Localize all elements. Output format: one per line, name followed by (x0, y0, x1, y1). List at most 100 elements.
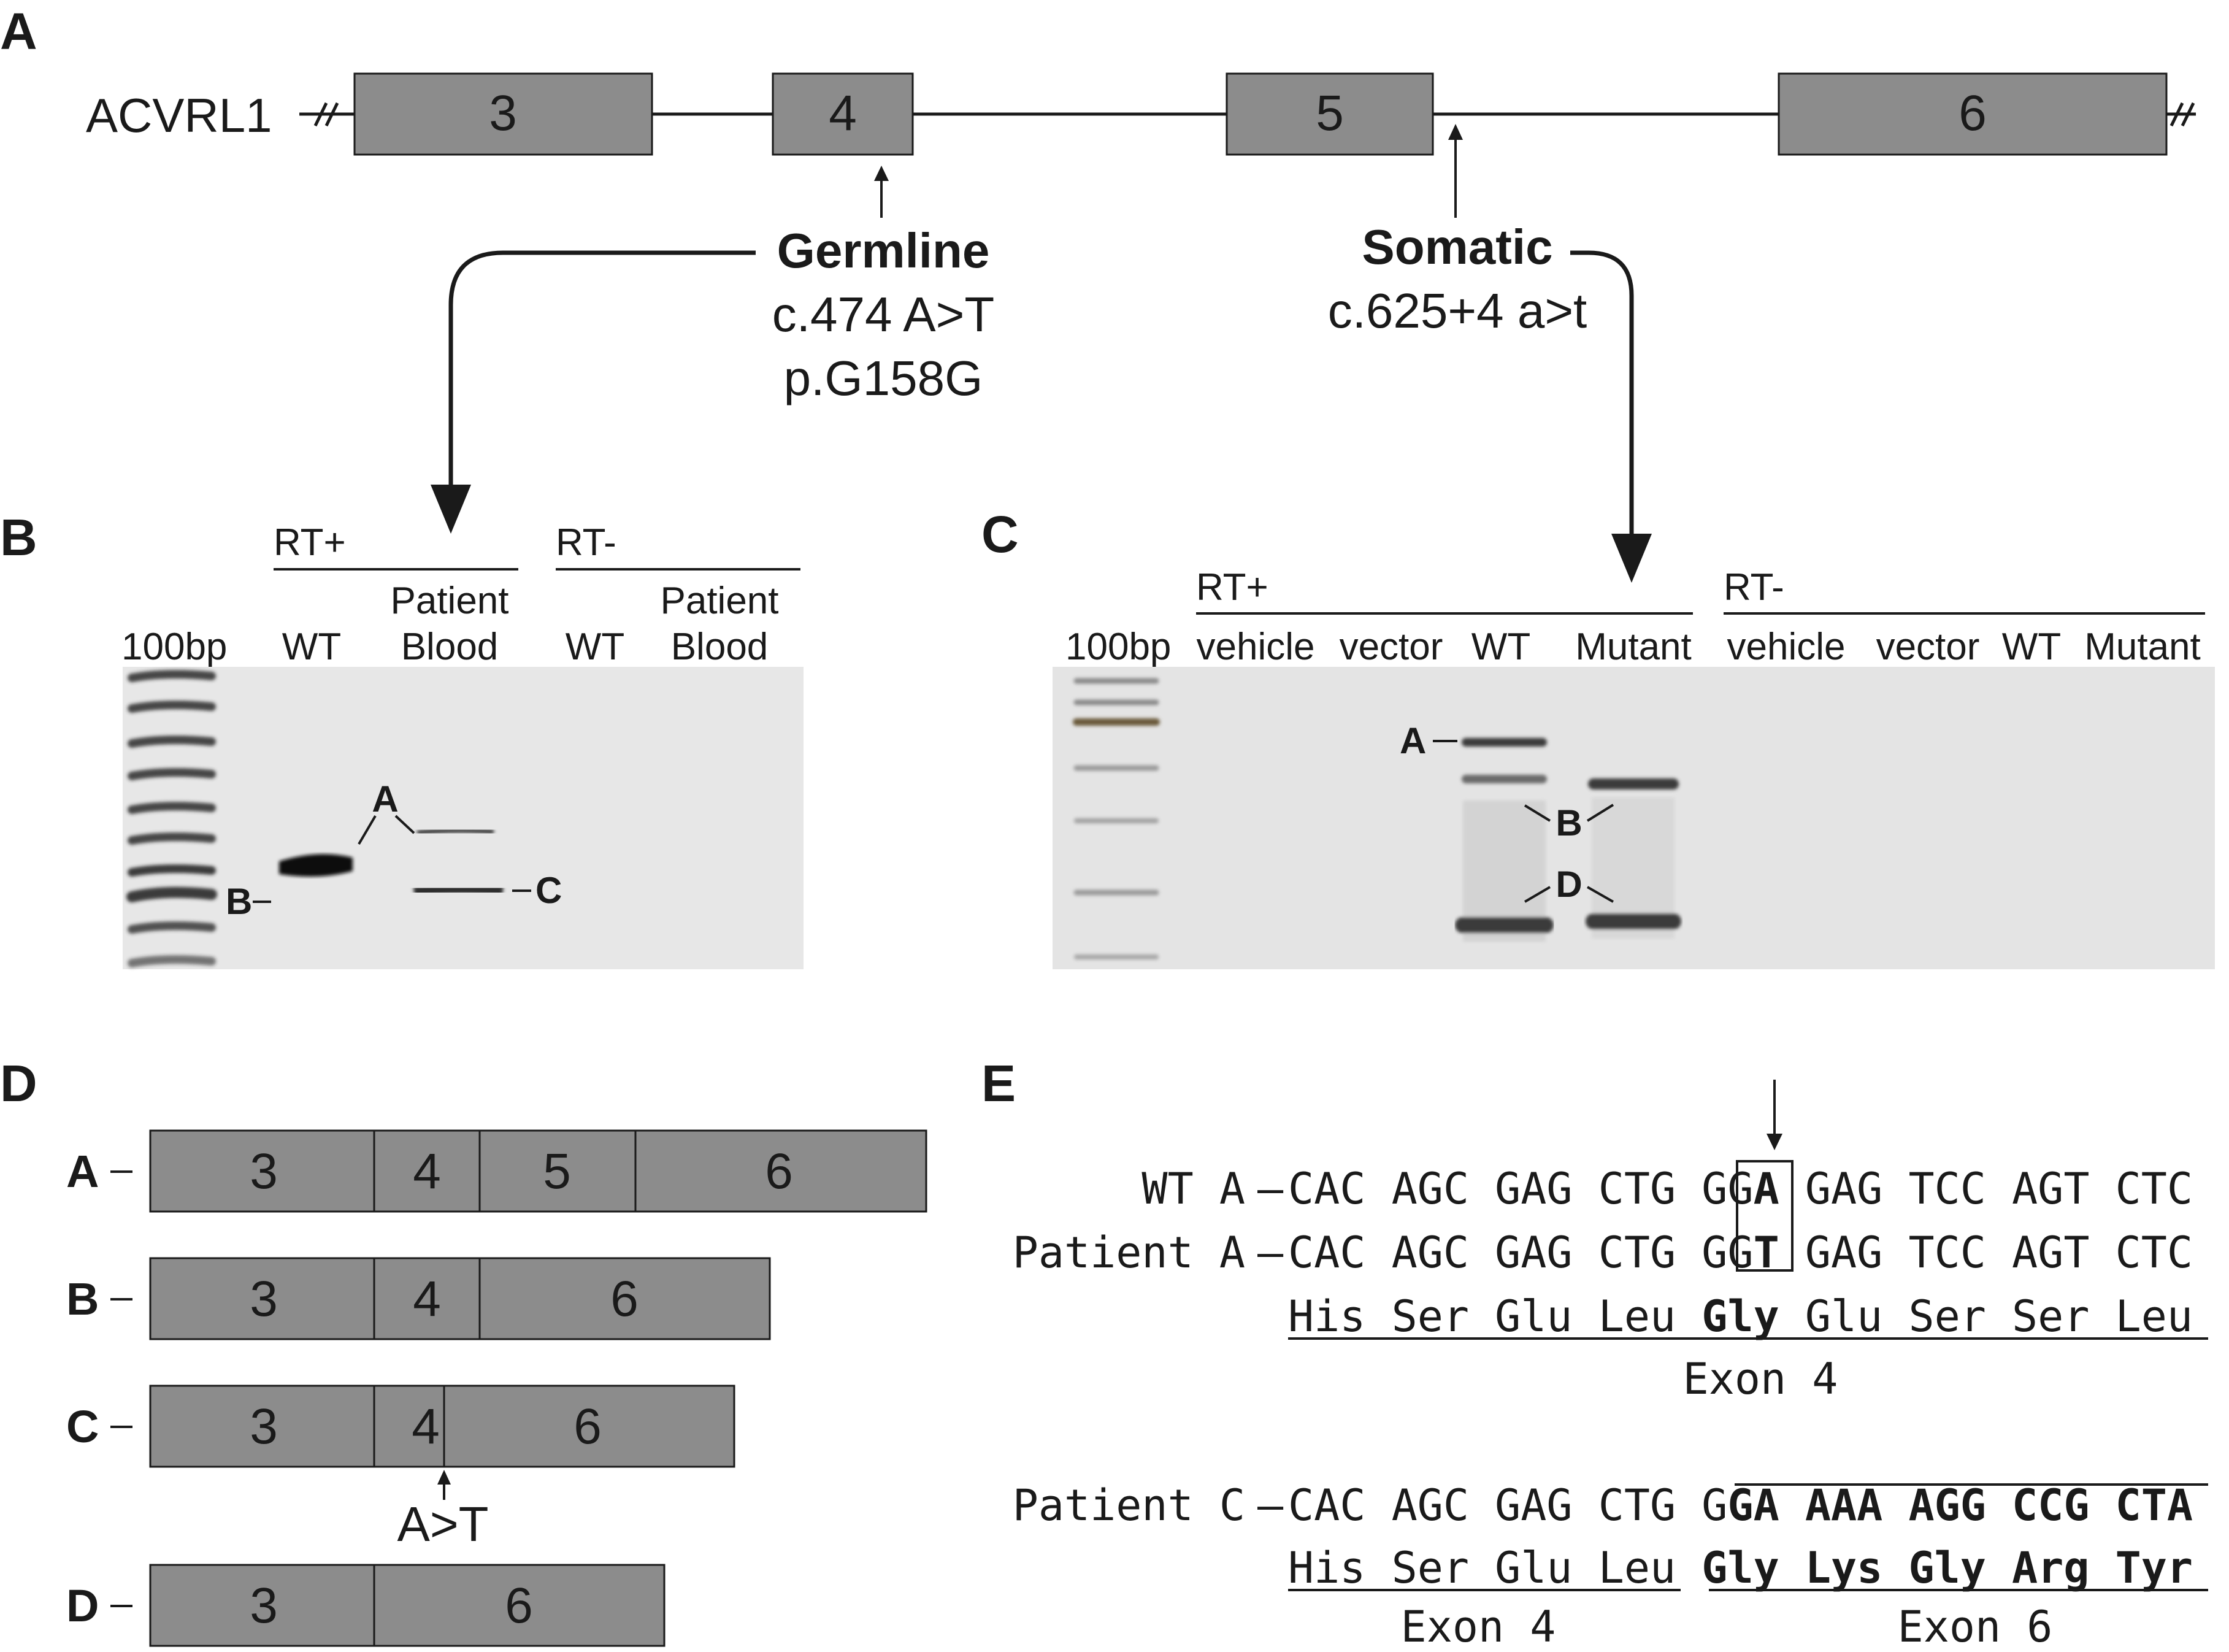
seq-patient-a-tail: GAG TCC AGT CTC (1779, 1227, 2193, 1278)
b-ladder-label: 100bp (121, 626, 227, 668)
aa-c: His Ser Glu Leu Gly Lys Gly Arg Tyr (1288, 1543, 2208, 1593)
aa-a-bold: Gly (1701, 1291, 1779, 1342)
c-band-label-d: D (1556, 864, 1582, 905)
seq-patient-c-name: Patient C (1013, 1480, 1245, 1531)
seq-patient-c: Patient C – CAC AGC GAG CTG GGA AAA AGG … (1013, 1480, 2208, 1531)
seq-patient-a: Patient A – CAC AGC GAG CTG GGT GAG TCC … (1013, 1227, 2193, 1278)
c-lane-3: WT (1471, 626, 1530, 668)
exon-4-label: 4 (829, 85, 857, 141)
panel-b-letter: B (0, 509, 37, 566)
panel-d-letter: D (0, 1055, 37, 1112)
panel-c: C RT+ RT- 100bp vehicle vector WT Mutant… (981, 505, 2215, 969)
aa-c-text: His Ser Glu Leu Gly Lys Gly Arg Tyr (1288, 1543, 2193, 1593)
panel-e: E WT A – CAC AGC GAG CTG GGA GAG TCC AGT… (981, 1055, 2208, 1652)
somatic-cdna: c.625+4 a>t (1328, 283, 1587, 338)
b-band-label-c: C (535, 870, 562, 911)
b-lane-2-line2: Blood (401, 626, 499, 668)
c-lane-6: vector (1876, 626, 1980, 668)
b-lane-3-line2: WT (566, 626, 624, 668)
c-lane-5: vehicle (1727, 626, 1846, 668)
seq-patient-a-name: Patient A (1013, 1227, 1245, 1278)
c-lane-4: Mutant (1575, 626, 1692, 668)
seq-patient-c-text: CAC AGC GAG CTG GGA AAA AGG CCG CTA (1288, 1480, 2193, 1531)
seq-patient-c-plain: CAC AGC GAG CTG G (1288, 1480, 1727, 1531)
seq-patient-c-bold: GA AAA AGG CCG CTA (1727, 1480, 2193, 1531)
c-mutant-bands (1586, 778, 1681, 939)
transcript-c-exon-6: 6 (574, 1399, 602, 1454)
mutation-arrow (437, 1470, 451, 1500)
exon-5-label: 5 (1316, 85, 1344, 141)
transcript-b-exon-4: 4 (413, 1271, 441, 1327)
transcript-b-label: B (66, 1274, 99, 1324)
seq-wt-a-boxed: A (1754, 1164, 1779, 1214)
c-ladder-label: 100bp (1065, 626, 1171, 668)
germline-title: Germline (777, 223, 990, 278)
c-lane-7: WT (2002, 626, 2061, 668)
seq-wt-a: WT A – CAC AGC GAG CTG GGA GAG TCC AGT C… (1141, 1164, 2193, 1214)
b-lane-1-line2: WT (282, 626, 341, 668)
b-band-label-a: A (372, 778, 398, 820)
b-band-patient-a (416, 827, 494, 836)
transcript-a-exon-4: 4 (413, 1143, 441, 1199)
transcript-c-exon-4: 4 (412, 1399, 440, 1454)
transcript-d: D 3 6 (66, 1564, 666, 1647)
exon-box-5: 5 (1226, 72, 1434, 156)
c-band-label-b: B (1556, 802, 1582, 843)
panel-a: A ACVRL1 3 4 5 6 (0, 2, 2196, 583)
c-ladder-bands (1073, 678, 1160, 959)
panel-c-letter: C (981, 505, 1019, 563)
aa-a-pre: His Ser Glu Leu (1288, 1291, 1701, 1342)
exon-a-label: Exon 4 (1683, 1354, 1838, 1404)
aa-a-text: His Ser Glu Leu Gly Glu Ser Ser Leu (1288, 1291, 2193, 1342)
seq-wt-a-text: CAC AGC GAG CTG GGA GAG TCC AGT CTC (1288, 1164, 2193, 1214)
transcript-d-exon-6: 6 (505, 1578, 533, 1634)
germline-site-arrow (874, 166, 889, 218)
transcript-b: B 3 4 6 (66, 1257, 771, 1340)
exon-3-label: 3 (489, 85, 517, 141)
panel-d: D A 3 4 5 6 B 3 4 6 C (0, 1055, 927, 1647)
b-lane-4-line2: Blood (671, 626, 769, 668)
mutation-label: A>T (397, 1497, 489, 1551)
exon-c1-label: Exon 4 (1401, 1602, 1556, 1652)
germline-protein: p.G158G (784, 351, 983, 405)
b-rt-plus: RT+ (274, 521, 346, 564)
seq-wt-a-plain: CAC AGC GAG CTG GG (1288, 1164, 1754, 1214)
aa-a-post: Glu Ser Ser Leu (1779, 1291, 2193, 1342)
transcript-b-exon-6: 6 (610, 1271, 639, 1327)
gel-image-c: A B D (1053, 667, 2215, 969)
c-band-label-a: A (1400, 720, 1426, 761)
transcript-b-exon-3: 3 (250, 1271, 278, 1327)
gene-label: ACVRL1 (86, 88, 272, 142)
transcript-a-label: A (66, 1146, 99, 1197)
exon-box-6: 6 (1778, 72, 2168, 156)
transcript-a: A 3 4 5 6 (66, 1129, 927, 1213)
exon-c2-label: Exon 6 (1898, 1602, 2053, 1652)
seq-wt-a-tail: GAG TCC AGT CTC (1779, 1164, 2193, 1214)
somatic-to-c-arrow (1570, 250, 1652, 583)
somatic-site-arrow (1448, 124, 1463, 218)
c-lane-1: vehicle (1197, 626, 1315, 668)
panel-b: B RT+ RT- 100bp WT Patient Blood WT Pati… (0, 509, 804, 969)
seq-patient-a-plain: CAC AGC GAG CTG GG (1288, 1227, 1754, 1278)
c-rt-minus: RT- (1724, 566, 1784, 609)
transcript-a-exon-3: 3 (250, 1143, 278, 1199)
germline-cdna: c.474 A>T (772, 287, 994, 342)
c-lane-8: Mutant (2084, 626, 2201, 668)
exon-6-label: 6 (1959, 85, 1987, 141)
b-rt-minus: RT- (556, 521, 616, 564)
b-band-label-b: B (226, 881, 252, 922)
mutation-box (1736, 1160, 1794, 1272)
exon-box-4: 4 (772, 72, 914, 156)
b-band-patient-c (413, 883, 504, 897)
b-ladder-bands (126, 670, 217, 967)
transcript-a-exon-6: 6 (765, 1143, 793, 1199)
b-band-wt-b (279, 854, 353, 877)
seq-wt-a-dash: – (1257, 1164, 1284, 1214)
b-lane-2-line1: Patient (390, 580, 508, 622)
transcript-d-exon-3: 3 (250, 1578, 278, 1634)
transcript-a-exon-5: 5 (543, 1143, 571, 1199)
b-lane-4-line1: Patient (660, 580, 778, 622)
seq-patient-a-text: CAC AGC GAG CTG GGT GAG TCC AGT CTC (1288, 1227, 2193, 1278)
panel-e-letter: E (981, 1055, 1016, 1112)
